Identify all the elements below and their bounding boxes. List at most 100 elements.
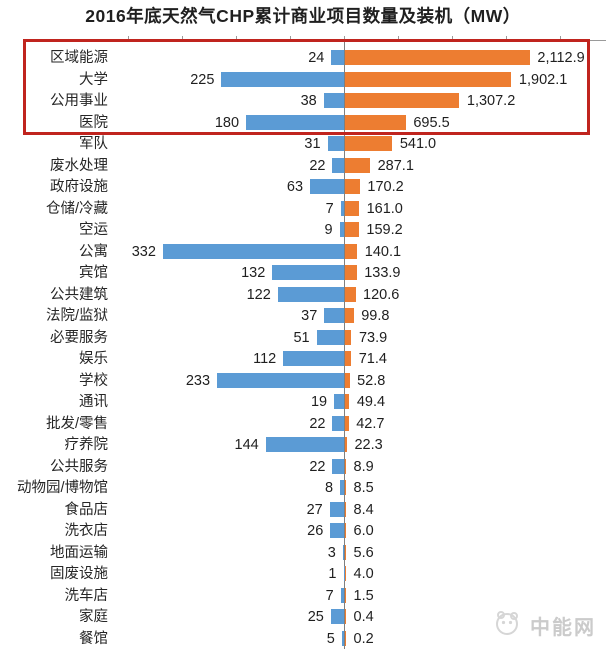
category-label: 学校 — [79, 372, 108, 389]
chart-row: 仓储/冷藏 7 161.0 — [0, 198, 606, 220]
chart-row: 公用事业 38 1,307.2 — [0, 90, 606, 112]
capacity-value-label: 1,902.1 — [518, 71, 568, 88]
count-bar — [340, 480, 345, 495]
watermark: 中能网 — [491, 607, 596, 644]
axis-tick — [452, 36, 453, 40]
category-label: 固废设施 — [50, 566, 108, 582]
capacity-bar — [345, 157, 371, 173]
count-bar — [246, 114, 345, 130]
axis-tick — [506, 36, 507, 40]
count-bar — [342, 544, 345, 560]
axis-tick — [128, 36, 129, 40]
count-value-label: 9 — [324, 222, 333, 238]
chart-row: 公共服务 22 8.9 — [0, 456, 606, 478]
capacity-value-label: 0.4 — [353, 609, 374, 625]
capacity-bar — [345, 480, 346, 495]
count-value-label: 26 — [307, 523, 324, 539]
capacity-bar — [345, 523, 346, 538]
chart-row: 家庭 25 0.4 — [0, 606, 606, 628]
category-label: 动物园/博物馆 — [16, 480, 108, 496]
count-bar — [327, 136, 345, 151]
count-value-label: 5 — [326, 630, 335, 647]
capacity-value-label: 541.0 — [399, 136, 437, 152]
category-label: 法院/监狱 — [45, 308, 108, 324]
capacity-bar — [345, 93, 460, 108]
count-value-label: 22 — [309, 458, 326, 475]
category-label: 公共建筑 — [50, 286, 108, 303]
chart-row: 军队 31 541.0 — [0, 133, 606, 155]
count-value-label: 233 — [185, 372, 211, 389]
capacity-value-label: 4.0 — [353, 566, 374, 582]
count-bar — [265, 437, 345, 452]
category-label: 食品店 — [64, 501, 109, 518]
category-label: 批发/零售 — [45, 415, 108, 432]
count-value-label: 19 — [310, 394, 328, 410]
count-bar — [340, 587, 345, 603]
capacity-bar — [345, 200, 360, 216]
capacity-bar — [345, 630, 346, 646]
count-bar — [343, 566, 345, 581]
chart-row: 食品店 27 8.4 — [0, 499, 606, 521]
count-bar — [341, 630, 345, 646]
count-bar — [283, 351, 345, 366]
category-label: 公寓 — [79, 243, 108, 260]
count-bar — [332, 157, 345, 173]
count-bar — [339, 222, 345, 237]
category-label: 废水处理 — [50, 157, 108, 174]
count-bar — [323, 93, 345, 108]
chart-row: 区域能源 24 2,112.9 — [0, 47, 606, 69]
capacity-value-label: 52.8 — [357, 372, 386, 389]
chart-row: 大学 225 1,902.1 — [0, 69, 606, 91]
chart-row: 批发/零售 22 42.7 — [0, 413, 606, 435]
chart-row: 必要服务 51 73.9 — [0, 327, 606, 349]
chart-row: 餐馆 5 0.2 — [0, 628, 606, 650]
category-label: 医院 — [79, 114, 108, 131]
capacity-value-label: 49.4 — [356, 394, 386, 410]
capacity-bar — [345, 415, 349, 431]
capacity-bar — [345, 566, 346, 581]
capacity-bar — [345, 243, 358, 259]
count-value-label: 132 — [241, 265, 266, 281]
count-bar — [334, 394, 345, 409]
capacity-value-label: 8.5 — [353, 480, 374, 496]
axis-tick — [560, 36, 561, 40]
top-axis-line — [110, 40, 606, 41]
count-bar — [162, 243, 345, 259]
category-label: 政府设施 — [50, 179, 108, 195]
count-value-label: 7 — [325, 200, 334, 217]
category-label: 大学 — [79, 71, 108, 88]
count-value-label: 25 — [307, 609, 324, 625]
category-label: 洗衣店 — [64, 523, 109, 539]
category-label: 宾馆 — [79, 265, 108, 281]
count-value-label: 8 — [325, 480, 334, 496]
capacity-bar — [345, 351, 352, 366]
count-value-label: 225 — [190, 71, 215, 88]
capacity-bar — [345, 501, 346, 517]
capacity-bar — [345, 179, 360, 194]
axis-tick — [398, 36, 399, 40]
chart-row: 宾馆 132 133.9 — [0, 262, 606, 284]
axis-tick — [344, 36, 345, 40]
capacity-value-label: 6.0 — [353, 523, 374, 539]
count-value-label: 37 — [301, 308, 318, 324]
chart-row: 法院/监狱 37 99.8 — [0, 305, 606, 327]
capacity-bar — [345, 544, 346, 560]
capacity-value-label: 170.2 — [367, 179, 404, 195]
chart-row: 公寓 332 140.1 — [0, 241, 606, 263]
count-value-label: 27 — [306, 501, 323, 518]
capacity-value-label: 8.9 — [353, 458, 374, 475]
capacity-bar — [345, 136, 393, 151]
capacity-value-label: 99.8 — [361, 308, 390, 324]
count-bar — [332, 458, 345, 474]
category-label: 娱乐 — [79, 351, 108, 367]
capacity-value-label: 1,307.2 — [466, 93, 516, 109]
capacity-bar — [345, 114, 406, 130]
category-label: 通讯 — [79, 394, 108, 410]
count-value-label: 24 — [308, 50, 325, 66]
center-axis-line — [344, 40, 345, 649]
count-value-label: 7 — [325, 587, 334, 604]
category-label: 洗车店 — [64, 587, 109, 604]
capacity-value-label: 42.7 — [356, 415, 385, 432]
capacity-value-label: 71.4 — [358, 351, 387, 367]
